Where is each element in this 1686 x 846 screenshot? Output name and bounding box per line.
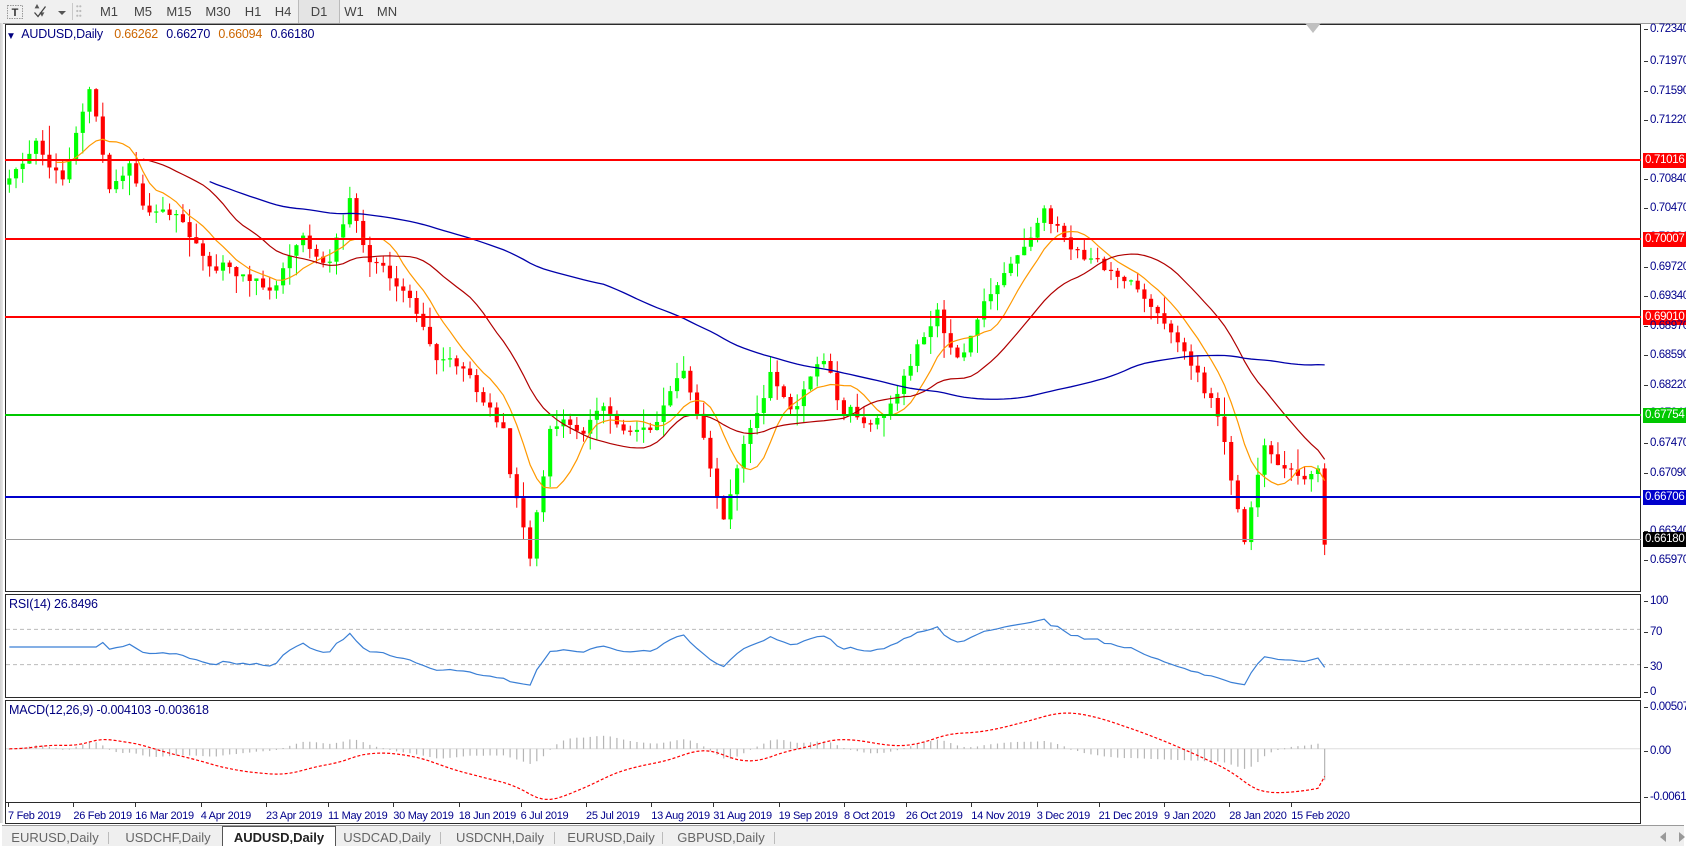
svg-text:T: T xyxy=(12,7,19,19)
